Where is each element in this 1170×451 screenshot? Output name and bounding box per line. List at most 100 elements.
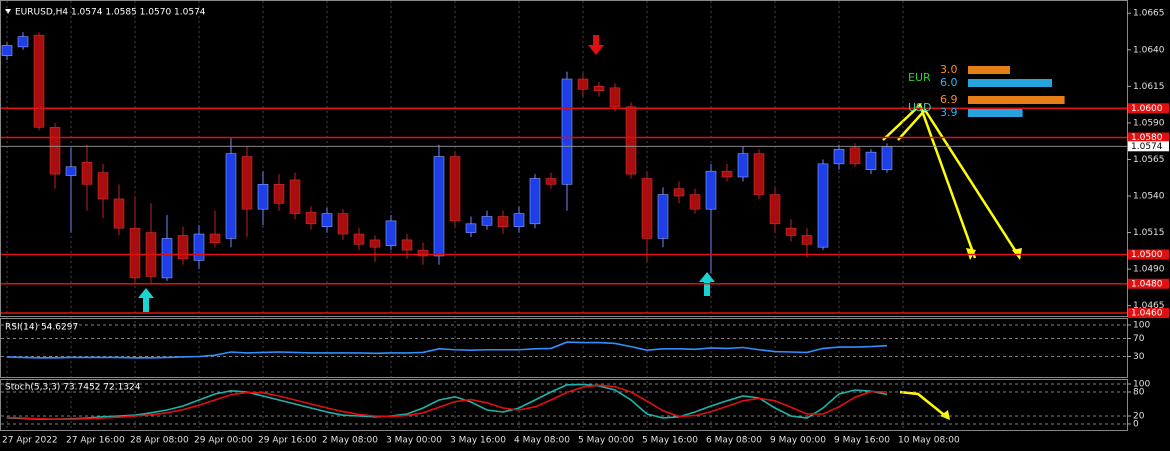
projection-arrow [882,102,977,259]
y-tick-label: 1.0665 [1133,9,1165,19]
candle-body [881,146,893,170]
candle-body [865,151,877,170]
candle-body [481,216,493,226]
strength-name: USD [908,101,932,114]
candle-body [17,36,29,48]
chart-title: EURUSD,H4 1.0574 1.0585 1.0570 1.0574 [15,8,206,18]
level-label: 1.0480 [1131,279,1163,289]
x-tick-label: 29 Apr 00:00 [194,436,253,446]
indicator-line [6,384,888,420]
candle-body [577,78,589,90]
y-tick-label: 100 [1133,380,1150,390]
rsi-panel [0,318,1128,378]
level-tag [1128,249,1169,260]
x-tick-label: 27 Apr 2022 [2,436,58,446]
candle-body [177,235,189,260]
candle-body [65,166,77,176]
candle-body [241,156,253,210]
candle-body [753,153,765,195]
candle-body [49,126,61,175]
x-tick-label: 6 May 08:00 [706,436,762,446]
last-price-label: 1.0574 [1131,142,1163,152]
y-tick-label: 1.0540 [1133,192,1165,202]
candle-body [289,179,301,214]
main-panel [0,0,1128,317]
x-tick-label: 9 May 00:00 [770,436,826,446]
candle-body [113,198,125,229]
candle-body [625,106,637,175]
candle-body [465,223,477,233]
candle-body [321,213,333,228]
candle-body [657,194,669,239]
buy-arrow [138,288,154,312]
candle-body [97,172,109,200]
candle-body [497,216,509,228]
candle-body [433,156,445,257]
candle-body [769,194,781,225]
y-tick-label: 1.0465 [1133,301,1165,311]
candle-body [209,233,221,244]
level-tag [1128,278,1169,289]
y-tick-label: 1.0565 [1133,155,1165,165]
y-tick-label: 30 [1133,352,1145,362]
strength-value: 3.0 [940,63,958,76]
last-price-tag [1128,141,1169,152]
candle-body [721,170,733,178]
candle-body [673,188,685,197]
x-tick-label: 5 May 16:00 [642,436,698,446]
strength-value: 6.0 [940,76,958,89]
projection-arrow [897,107,1022,259]
candle-body [81,162,93,185]
y-tick-label: 1.0640 [1133,45,1165,55]
candle-body [817,163,829,248]
candle-body [417,249,429,257]
stoch-arrow [899,390,949,419]
candle-body [593,86,605,92]
y-tick-label: 80 [1133,388,1145,398]
rsi-title: RSI(14) 54.6297 [5,323,78,333]
strength-bar [968,79,1052,87]
candle-body [161,238,173,279]
strength-name: EUR [908,71,931,84]
candle-body [609,87,621,108]
candle-body [449,156,461,222]
y-tick-label: 1.0615 [1133,82,1165,92]
candle-body [785,227,797,236]
x-tick-label: 5 May 00:00 [578,436,634,446]
x-tick-label: 3 May 16:00 [450,436,506,446]
level-label: 1.0500 [1131,250,1163,260]
x-tick-label: 28 Apr 08:00 [130,436,189,446]
x-tick-label: 10 May 08:00 [898,436,960,446]
level-tag [1128,103,1169,114]
candle-body [705,170,717,210]
candle-body [849,147,861,165]
strength-bar [968,96,1065,104]
indicator-line [6,341,888,359]
candle-body [337,213,349,235]
x-tick-label: 3 May 00:00 [386,436,442,446]
candle-body [833,148,845,165]
level-label: 1.0600 [1131,104,1163,114]
candle-body [257,184,269,210]
x-tick-label: 4 May 08:00 [514,436,570,446]
sell-arrow [588,35,604,55]
candle-body [385,220,397,247]
candle-body [273,184,285,204]
candle-body [129,227,141,279]
strength-bar [968,66,1010,74]
y-tick-label: 0 [1133,420,1139,430]
candle-body [353,233,365,245]
y-tick-label: 20 [1133,412,1145,422]
candle-body [545,178,557,185]
candle-body [1,45,13,56]
strength-value: 3.9 [940,106,958,119]
strength-value: 6.9 [940,93,958,106]
indicator-line [6,383,888,420]
level-tag [1128,132,1169,143]
level-label: 1.0460 [1131,309,1163,319]
y-tick-label: 1.0490 [1133,265,1165,275]
menu-triangle [5,9,11,14]
candle-body [801,235,813,245]
